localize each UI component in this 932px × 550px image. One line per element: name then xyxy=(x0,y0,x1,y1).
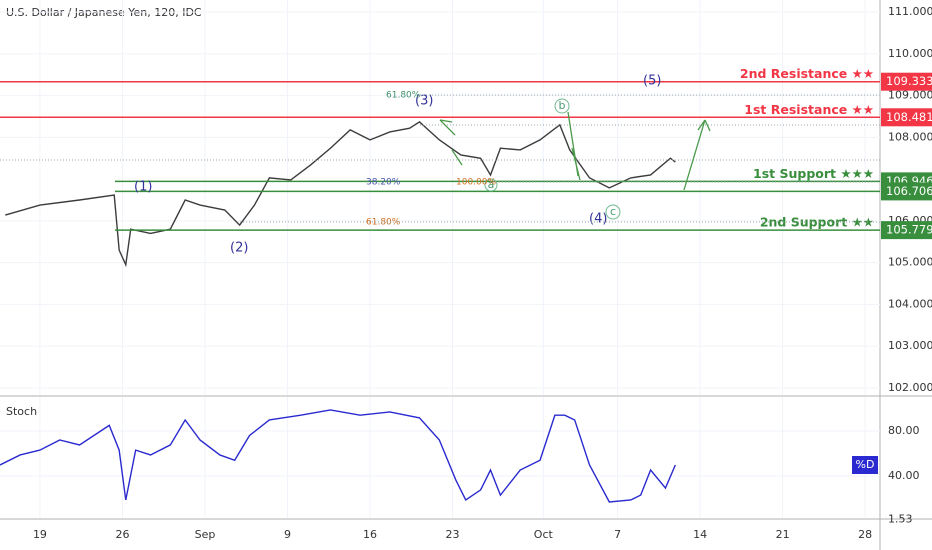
legend-badge xyxy=(852,456,878,474)
y-tick-label: 1.53 xyxy=(888,512,913,525)
arrows xyxy=(439,111,711,191)
price-badge-label: 106.706 xyxy=(886,184,932,198)
series-line xyxy=(0,409,676,503)
fib-label: 38.20% xyxy=(366,178,401,188)
y-tick-label: 103.000 xyxy=(888,339,932,352)
y-tick-label: 40.00 xyxy=(888,469,920,482)
wave-label: b xyxy=(559,99,566,112)
level-label: 1st Resistance ★★ xyxy=(744,102,874,117)
wave-label: (5) xyxy=(643,74,661,89)
wave-circle xyxy=(484,178,498,192)
legend-label: %D xyxy=(856,458,875,471)
wave-label: (2) xyxy=(230,241,248,256)
stoch-title: Stoch xyxy=(6,405,37,418)
fib-label: 61.80% xyxy=(386,91,421,101)
x-tick-label: 19 xyxy=(33,528,47,541)
y-tick-label: 111.000 xyxy=(888,5,932,18)
y-tick-label: 102.000 xyxy=(888,381,932,394)
y-tick-label: 110.000 xyxy=(888,47,932,60)
x-tick-label: Oct xyxy=(534,528,554,541)
fib-label: 61.80% xyxy=(366,218,401,228)
level-label: 2nd Resistance ★★ xyxy=(740,66,874,81)
price-badge-label: 108.481 xyxy=(886,110,932,124)
x-tick-label: Sep xyxy=(195,528,216,541)
wave-label: (4) xyxy=(589,212,607,227)
x-tick-label: 21 xyxy=(776,528,790,541)
fib-label: 100.00% xyxy=(456,178,496,188)
price-badge xyxy=(881,72,932,91)
y-tick-label: 105.000 xyxy=(888,256,932,269)
wave-label: (1) xyxy=(134,180,152,195)
wave-label: a xyxy=(488,178,495,191)
x-tick-label: 14 xyxy=(693,528,707,541)
x-tick-label: 28 xyxy=(858,528,872,541)
y-tick-label: 80.00 xyxy=(888,424,920,437)
x-tick-label: 7 xyxy=(614,528,621,541)
price-badge-label: 105.779 xyxy=(886,223,932,237)
x-tick-label: 26 xyxy=(115,528,129,541)
wave-label: (3) xyxy=(415,94,433,109)
price-badge-label: 109.333 xyxy=(886,74,932,88)
level-label: 1st Support ★★★ xyxy=(753,166,874,181)
x-tick-label: 9 xyxy=(284,528,291,541)
price-badge xyxy=(881,108,932,127)
price-badge xyxy=(881,221,932,240)
wave-circle xyxy=(605,204,621,220)
wave-label: c xyxy=(610,205,616,218)
x-tick-label: 23 xyxy=(446,528,460,541)
y-tick-label: 109.000 xyxy=(888,89,932,102)
price-badge xyxy=(881,182,932,201)
wave-circle xyxy=(554,98,570,114)
y-tick-label: 108.000 xyxy=(888,130,932,143)
y-tick-label: 104.000 xyxy=(888,297,932,310)
x-tick-label: 16 xyxy=(363,528,377,541)
annotations: (1) (2) (3) (4) (5) a b c 61.80% 38.20% … xyxy=(0,74,880,256)
